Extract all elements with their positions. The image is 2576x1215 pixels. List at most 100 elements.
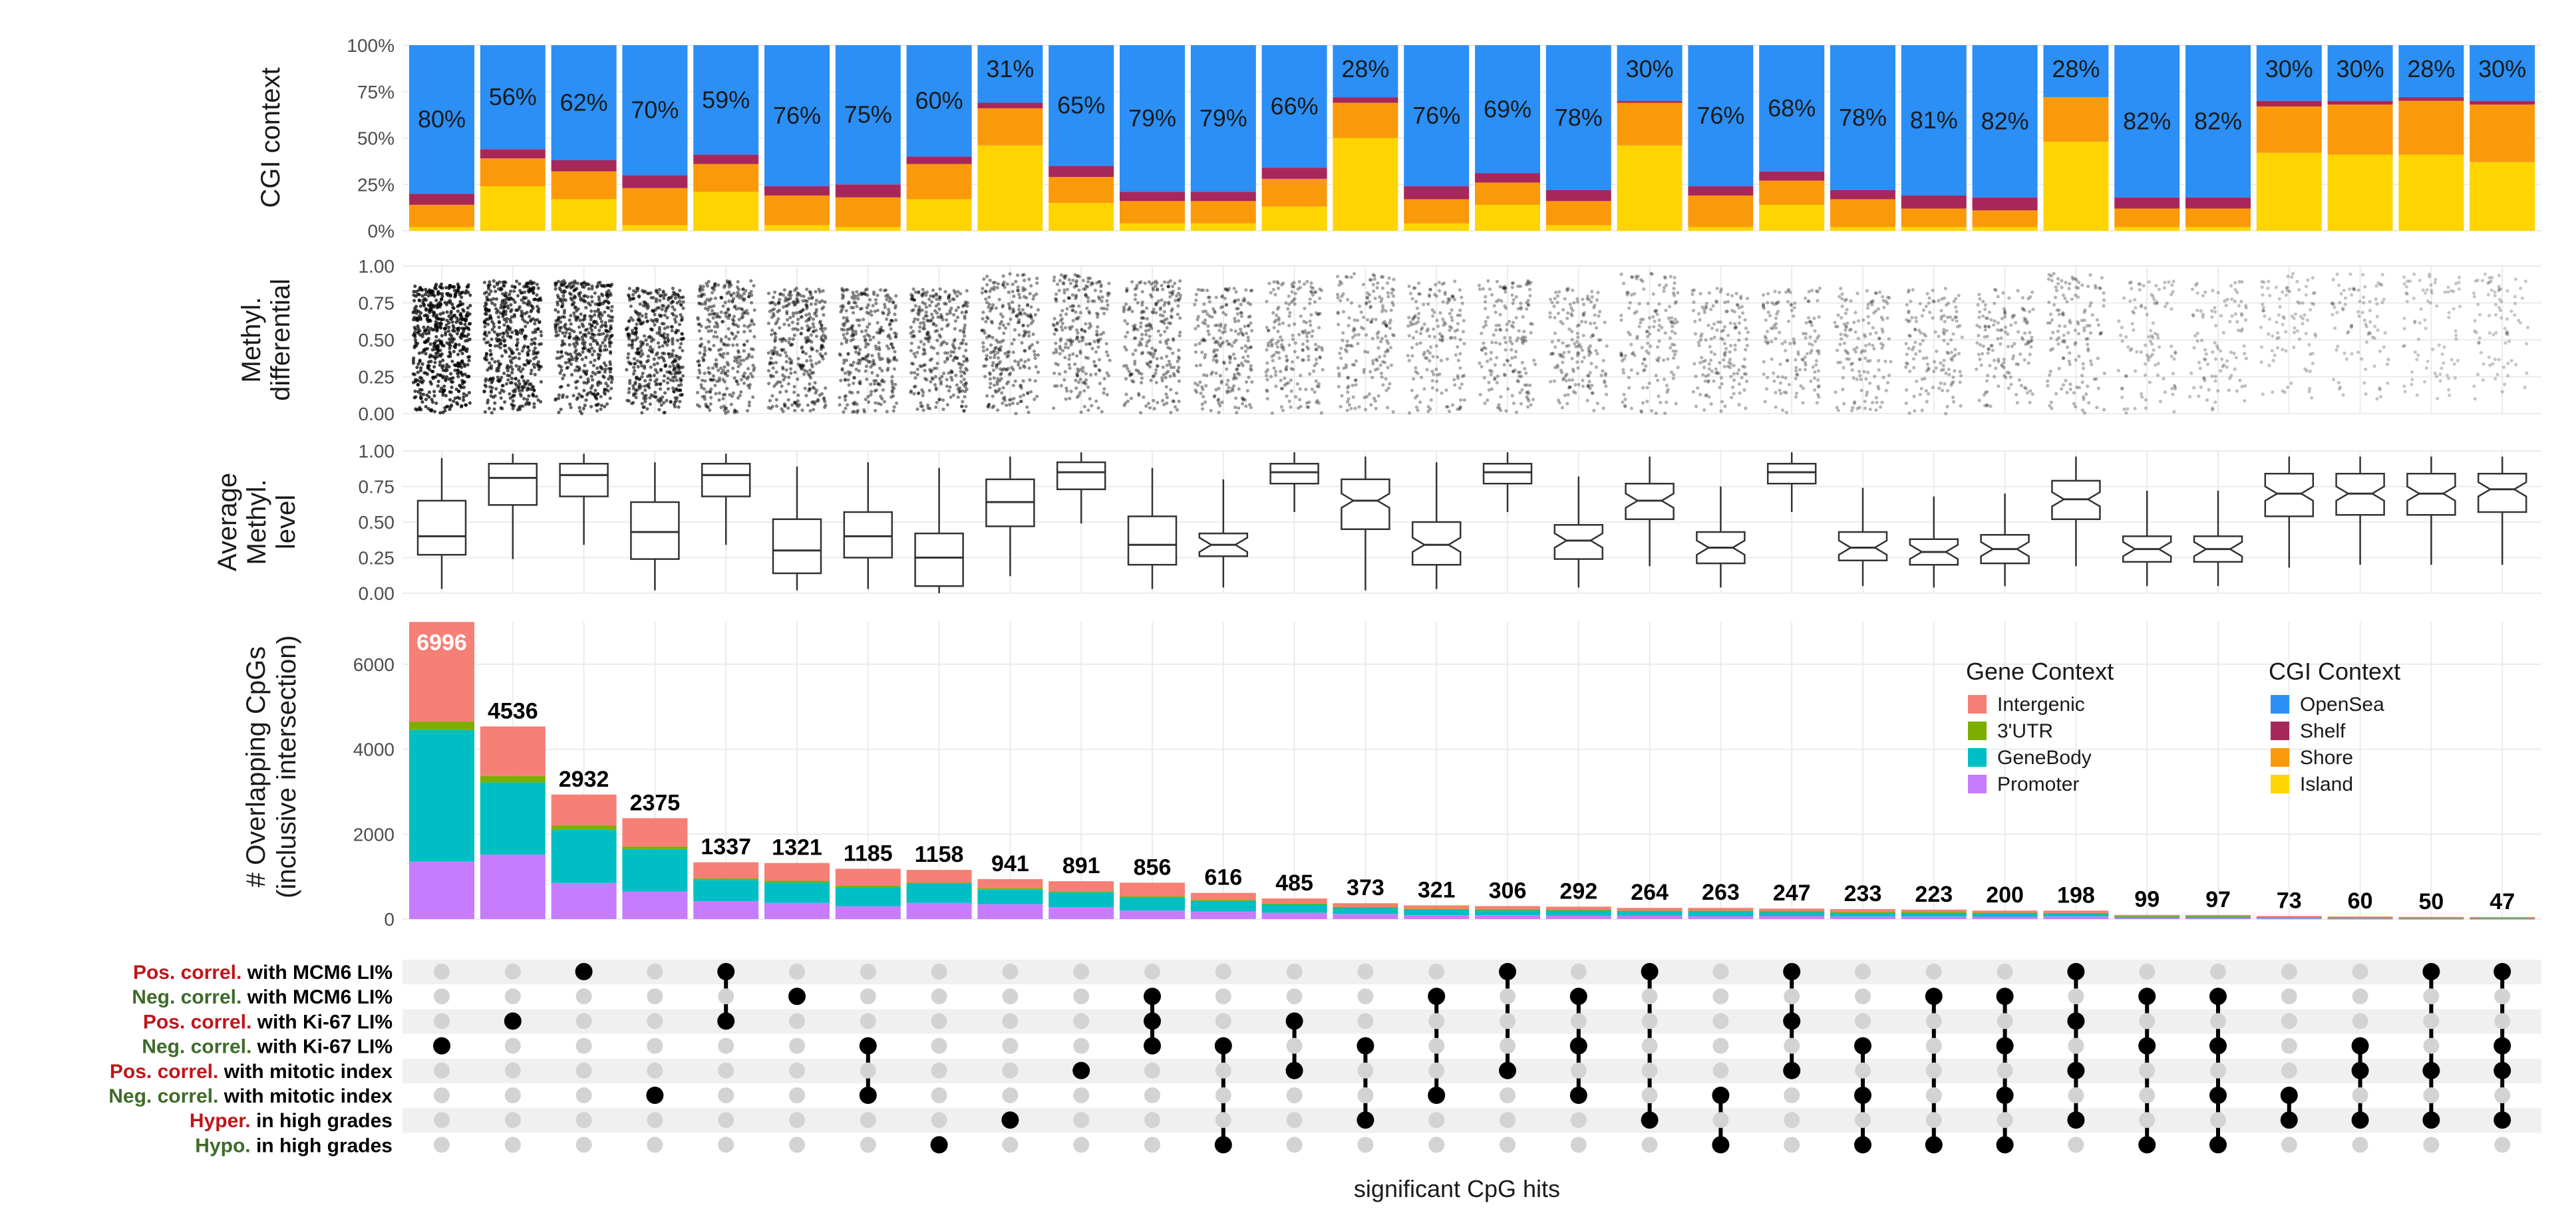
mdiff-point	[569, 362, 573, 366]
mdiff-point	[1072, 304, 1076, 308]
mdiff-point	[732, 305, 736, 309]
mdiff-point	[432, 365, 436, 369]
mdiff-jitter-group	[1264, 279, 1325, 415]
mdiff-point	[784, 368, 788, 372]
mdiff-point	[723, 372, 727, 376]
mdiff-point	[1105, 307, 1109, 311]
mdiff-point	[1124, 364, 1128, 368]
mdiff-point	[721, 393, 725, 397]
mdiff-point	[852, 410, 856, 414]
mdiff-point	[1122, 309, 1126, 313]
mdiff-point	[697, 301, 701, 305]
mdiff-point	[1279, 369, 1283, 374]
mdiff-point	[894, 294, 898, 298]
mdiff-point	[1215, 358, 1219, 362]
mdiff-point	[713, 282, 717, 286]
mdiff-point	[910, 361, 914, 366]
mdiff-point	[1176, 313, 1180, 317]
mdiff-point	[739, 378, 743, 382]
mdiff-point	[1416, 316, 1420, 320]
mdiff-point	[435, 354, 440, 358]
mdiff-point	[801, 350, 805, 354]
mdiff-point	[1305, 331, 1309, 335]
mdiff-point	[462, 362, 466, 366]
mdiff-jitter-group	[1193, 287, 1254, 415]
mdiff-point	[1365, 291, 1369, 295]
mdiff-point	[934, 304, 938, 308]
mdiff-point	[814, 302, 818, 306]
mdiff-point	[780, 348, 784, 352]
mdiff-point	[528, 315, 532, 319]
mdiff-point	[422, 392, 426, 396]
mdiff-point	[892, 405, 896, 409]
cgi-segment-opensea	[1617, 45, 1683, 101]
mdiff-point	[1305, 339, 1309, 343]
cgi-segment-shelf	[1404, 186, 1470, 200]
mdiff-point	[923, 337, 927, 340]
mdiff-point	[946, 323, 950, 327]
mdiff-point	[1366, 318, 1370, 322]
mdiff-point	[782, 402, 786, 406]
mdiff-point	[591, 364, 595, 368]
mdiff-point	[740, 308, 744, 312]
mdiff-point	[891, 346, 895, 350]
counts-tick-label: 6000	[353, 654, 395, 675]
mdiff-point	[575, 397, 579, 401]
mdiff-point	[1147, 280, 1151, 284]
mdiff-point	[1223, 326, 1227, 330]
mdiff-point	[1235, 367, 1239, 371]
mdiff-point	[1177, 366, 1181, 370]
mdiff-point	[847, 301, 851, 305]
mdiff-point	[1342, 366, 1346, 370]
mdiff-point	[1386, 386, 1390, 390]
mdiff-point	[854, 367, 858, 371]
mdiff-point	[586, 348, 590, 352]
mdiff-point	[996, 408, 1000, 412]
mdiff-point	[1066, 287, 1070, 291]
mdiff-point	[639, 348, 643, 353]
mdiff-point	[838, 403, 842, 407]
mdiff-point	[597, 298, 601, 302]
mdiff-point	[1083, 329, 1087, 334]
cgi-segment-opensea	[1545, 45, 1611, 190]
mdiff-point	[796, 377, 800, 381]
mdiff-point	[867, 360, 871, 364]
mdiff-point	[1231, 377, 1235, 381]
mdiff-point	[1310, 291, 1314, 295]
cgi-segment-shelf	[1617, 100, 1683, 103]
mdiff-point	[601, 340, 605, 345]
mdiff-point	[412, 396, 416, 400]
mdiff-point	[796, 317, 800, 321]
mdiff-point	[1288, 311, 1292, 315]
mdiff-point	[927, 339, 931, 344]
mdiff-point	[882, 380, 886, 384]
mdiff-point	[744, 289, 748, 293]
mdiff-point	[1298, 398, 1302, 402]
mdiff-point	[997, 347, 1001, 351]
mdiff-point	[818, 327, 822, 331]
mdiff-point	[721, 396, 725, 401]
mdiff-point	[1371, 362, 1375, 366]
mdiff-point	[1078, 377, 1082, 382]
cgi-segment-shelf	[551, 160, 617, 172]
mdiff-point	[962, 409, 966, 413]
mdiff-point	[500, 354, 504, 358]
mdiff-point	[738, 394, 742, 398]
mdiff-point	[432, 305, 436, 309]
mdiff-point	[889, 297, 893, 301]
mdiff-point	[1054, 292, 1058, 296]
mdiff-point	[921, 363, 925, 368]
mdiff-point	[732, 323, 736, 327]
mdiff-point	[607, 337, 611, 340]
mdiff-point	[1081, 369, 1085, 374]
mdiff-point	[920, 293, 924, 297]
mdiff-point	[1096, 315, 1100, 319]
cgi-tick-label: 75%	[357, 82, 395, 102]
mdiff-point	[1291, 285, 1295, 289]
mdiff-point	[1428, 351, 1432, 355]
mdiff-point	[812, 311, 817, 316]
mdiff-point	[484, 384, 488, 388]
mdiff-point	[784, 360, 788, 364]
mdiff-point	[964, 342, 968, 346]
mdiff-point	[578, 409, 582, 413]
